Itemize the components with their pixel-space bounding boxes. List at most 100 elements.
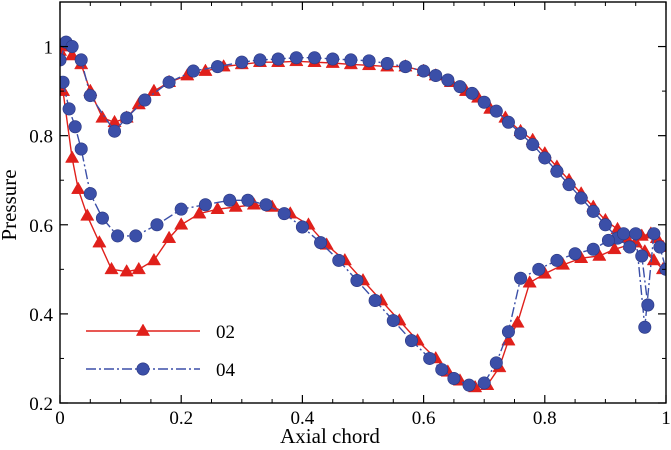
legend: 02 04 — [86, 322, 236, 381]
series-04-upper-point — [465, 86, 479, 100]
series-02-lower-point — [174, 217, 189, 230]
series-04-upper-point — [308, 51, 322, 65]
series-04-upper-point — [289, 51, 303, 65]
series-04-upper-point — [477, 95, 491, 109]
series-04-upper-point — [453, 80, 467, 94]
series-04-lower-point — [423, 351, 437, 365]
series-02-lower-point — [65, 150, 80, 163]
series-04-upper-point — [271, 52, 285, 66]
series-04-upper-point — [417, 64, 431, 78]
series-04-upper-point — [380, 56, 394, 70]
y-tick-label: 0.6 — [29, 216, 53, 237]
series-02-lower-point — [71, 181, 86, 194]
series-group — [60, 35, 666, 393]
series-02-lower-point — [607, 241, 622, 255]
series-02-upper-line — [60, 45, 664, 270]
series-04-lower-point — [62, 102, 76, 116]
series-04-upper-point — [253, 53, 267, 67]
x-tick-label: 0.8 — [533, 408, 557, 429]
x-tick-label: 0.6 — [412, 408, 436, 429]
series-02-lower-point — [501, 333, 516, 346]
x-tick-label: 0.2 — [169, 408, 193, 429]
series-04-lower-point — [647, 227, 661, 241]
series-04-upper-point — [635, 249, 649, 263]
series-04-lower-point — [129, 229, 143, 243]
series-04-lower-point — [586, 242, 600, 256]
series-04-lower-point — [223, 193, 237, 207]
series-04-lower-point — [368, 294, 382, 308]
series-04-upper-point — [74, 53, 88, 67]
series-02-upper-point — [146, 83, 162, 96]
y-tick-label: 0.4 — [29, 305, 53, 326]
y-tick-label: 0.8 — [29, 127, 53, 148]
series-04-upper-point — [138, 93, 152, 107]
series-02-lower-point — [131, 261, 146, 275]
x-tick-label: 0 — [55, 408, 65, 429]
series-04-upper-point — [344, 53, 358, 67]
series-04-lower-point — [447, 371, 461, 385]
series-04-lower-point — [404, 334, 418, 348]
series-04-lower-point — [653, 240, 666, 254]
series-04-lower-point — [95, 211, 109, 225]
x-axis-title: Axial chord — [280, 424, 380, 448]
y-tick-label: 0.2 — [29, 394, 53, 415]
series-04-upper-point — [211, 60, 225, 74]
series-04-upper-point — [186, 64, 200, 78]
series-04-lower-line — [62, 82, 666, 386]
series-04-lower-point — [501, 325, 515, 339]
series-04-upper-point — [538, 151, 552, 165]
series-04-upper-point — [586, 204, 600, 218]
series-04-lower-point — [277, 207, 291, 221]
series-02-lower-point — [119, 264, 134, 277]
series-04-lower-point — [332, 253, 346, 267]
plot-area — [60, 35, 666, 393]
series-04-lower-point — [241, 193, 255, 207]
series-04-upper-point — [489, 104, 503, 118]
series-02 — [60, 39, 666, 393]
series-02-lower-point — [92, 235, 107, 248]
series-04-lower-point — [617, 227, 631, 241]
series-02-lower-point — [146, 252, 162, 266]
legend-label-02: 02 — [216, 322, 235, 343]
series-02-upper-point — [198, 63, 213, 76]
series-04-lower-point — [83, 187, 97, 201]
series-04-upper-point — [441, 73, 455, 87]
series-04-upper-point — [162, 75, 176, 89]
series-04-lower-point — [198, 198, 212, 212]
legend-marker-04 — [136, 362, 150, 376]
series-04-upper-point — [550, 164, 564, 178]
series-04-lower-point — [150, 218, 164, 232]
series-04-lower-point — [568, 247, 582, 261]
series-02-lower-line — [62, 91, 664, 389]
x-tick-label: 0.4 — [291, 408, 315, 429]
series-04-lower-point — [435, 363, 449, 377]
series-02-lower-point — [80, 208, 95, 221]
series-04 — [60, 35, 666, 392]
series-04-lower-point — [314, 236, 328, 250]
series-02-lower-point — [104, 261, 119, 275]
series-04-lower-point — [550, 253, 564, 267]
axes: 0 0.2 0.4 0.6 0.8 10.20.40.60.81 — [29, 1, 671, 429]
x-tick-label: 1 — [661, 408, 671, 429]
series-04-lower-point — [68, 120, 82, 134]
series-04-lower-point — [60, 75, 70, 89]
y-tick-label: 1 — [44, 38, 54, 59]
series-04-upper-point — [326, 52, 340, 66]
series-02-upper-point — [646, 252, 661, 266]
series-04-lower-point — [601, 233, 615, 247]
series-04-upper-point — [108, 124, 122, 138]
series-04-upper-point — [362, 54, 376, 68]
series-04-lower-point — [462, 378, 476, 392]
series-04-upper-point — [120, 111, 134, 125]
series-04-lower-point — [386, 314, 400, 328]
series-04-upper-point — [501, 115, 515, 129]
series-04-lower-point — [489, 356, 503, 370]
series-04-upper-point — [514, 126, 528, 140]
series-04-lower-point — [111, 229, 125, 243]
series-04-upper-point — [562, 178, 576, 192]
series-04-upper-point — [641, 298, 655, 312]
series-02-upper-point — [95, 110, 110, 123]
series-04-upper-point — [598, 218, 612, 232]
series-04-upper-point — [398, 60, 412, 74]
series-04-upper-point — [623, 240, 637, 254]
